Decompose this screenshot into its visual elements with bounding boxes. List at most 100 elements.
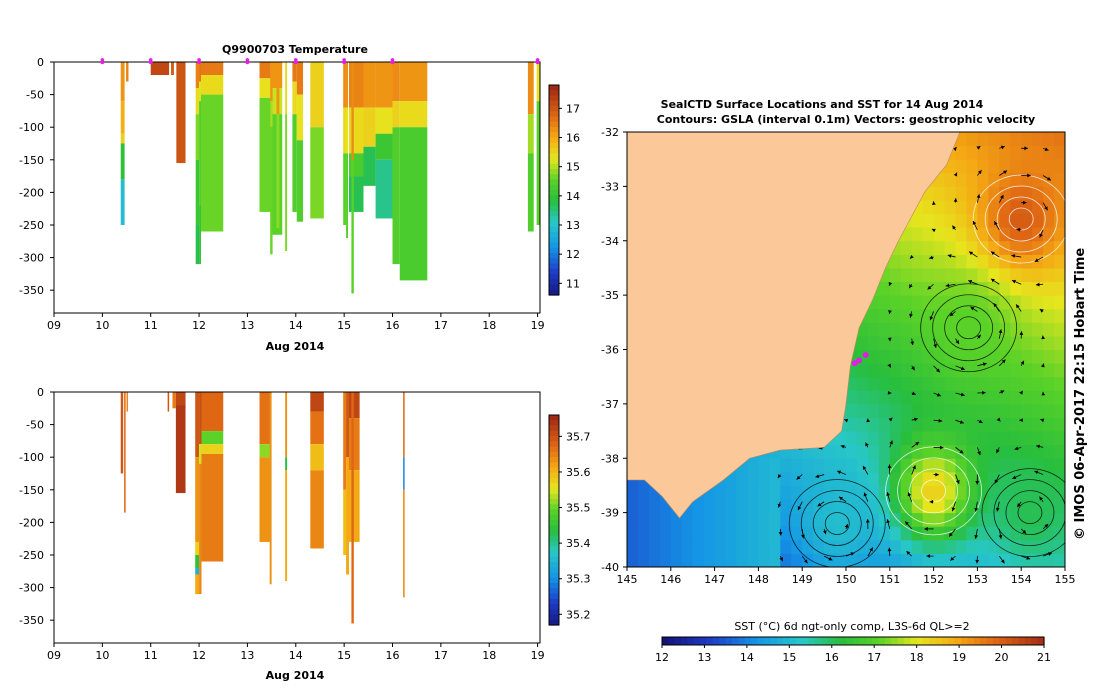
colorbar-step xyxy=(549,211,559,217)
velocity-arrowhead xyxy=(862,465,867,470)
sst-cell xyxy=(878,363,891,378)
velocity-arrowhead xyxy=(912,465,916,470)
profile-21-layer-1 xyxy=(392,101,400,128)
sst-cell xyxy=(988,132,1000,147)
velocity-arrowhead xyxy=(778,531,783,536)
colorbar-step xyxy=(549,415,559,421)
sst-cell xyxy=(791,512,803,527)
sst-cell xyxy=(1043,145,1055,160)
colorbar-tick-label: 35.5 xyxy=(566,502,591,515)
sst-cell xyxy=(889,512,902,527)
sst-cell xyxy=(922,553,935,567)
velocity-arrowhead xyxy=(909,254,914,259)
velocity-arrowhead xyxy=(889,440,893,445)
sst-cell xyxy=(1032,390,1044,405)
sst-cell xyxy=(714,499,727,514)
colorbar-tick-label: 17 xyxy=(566,102,580,115)
sst-cell xyxy=(878,281,891,296)
y-tick-label: -200 xyxy=(19,186,44,199)
sst-cell xyxy=(1010,390,1022,405)
profile-8-layer-2 xyxy=(201,444,224,454)
sst-cell xyxy=(791,444,803,459)
sst-cell xyxy=(1021,199,1033,215)
sst-cell xyxy=(922,444,935,459)
sst-cell xyxy=(758,526,770,541)
sst-cell xyxy=(1054,335,1065,350)
velocity-arrowhead xyxy=(990,251,995,256)
sst-cell xyxy=(1021,227,1033,242)
sst-cell xyxy=(692,539,705,554)
velocity-arrowhead xyxy=(990,278,995,283)
sst-cell xyxy=(944,499,956,514)
sst-cell xyxy=(999,308,1011,323)
sst-cell xyxy=(966,281,978,296)
colorbar-step xyxy=(549,153,559,160)
sst-cell xyxy=(867,431,880,446)
sst-cell xyxy=(999,240,1011,255)
sst-cell xyxy=(900,349,913,364)
profile-2-layer-0 xyxy=(126,392,129,412)
sst-cell xyxy=(988,159,1000,174)
sst-cell xyxy=(900,539,913,554)
velocity-arrowhead xyxy=(865,518,870,523)
velocity-arrowhead xyxy=(996,449,1000,454)
sst-cell xyxy=(758,499,770,514)
sst-colorbar-step xyxy=(993,637,1001,645)
colorbar-step xyxy=(549,289,559,296)
velocity-arrowhead xyxy=(977,451,981,456)
sst-cell xyxy=(1054,349,1065,364)
velocity-arrowhead xyxy=(974,534,979,539)
sst-cell xyxy=(966,335,978,350)
sst-cell xyxy=(900,417,913,432)
sst-cell xyxy=(867,458,880,473)
sst-cell xyxy=(1010,539,1022,554)
sst-cell xyxy=(1021,526,1033,541)
sst-cell xyxy=(1054,485,1065,500)
sst-cell xyxy=(1021,213,1033,228)
colorbar-tick-label: 16 xyxy=(566,132,580,145)
sst-cell xyxy=(780,485,792,500)
sst-cell xyxy=(1043,444,1055,459)
sst-cell xyxy=(1032,322,1044,337)
colorbar-tick-label: 13 xyxy=(566,219,580,232)
velocity-arrowhead xyxy=(1019,390,1023,395)
velocity-arrowhead xyxy=(1041,391,1046,396)
sst-cell xyxy=(703,526,716,541)
sst-cell xyxy=(878,539,891,554)
sst-cell xyxy=(977,240,989,255)
sst-cell xyxy=(627,512,639,527)
sst-cell xyxy=(900,295,913,310)
sst-cell xyxy=(922,363,935,378)
velocity-arrowhead xyxy=(844,523,849,528)
sst-cell xyxy=(955,390,967,405)
profile-7-layer-1 xyxy=(201,75,224,95)
sst-cell xyxy=(944,186,956,201)
sst-cell xyxy=(878,322,891,337)
sst-cell xyxy=(747,526,759,541)
sst-cell xyxy=(988,471,1000,486)
sst-cell xyxy=(846,431,858,446)
sst-cell xyxy=(846,526,858,541)
sst-cell xyxy=(999,199,1011,215)
sst-cell xyxy=(944,159,956,174)
sst-cell xyxy=(911,553,924,567)
velocity-arrowhead xyxy=(888,281,893,286)
sst-cell xyxy=(966,553,978,567)
sst-cell xyxy=(681,553,694,567)
sst-cell xyxy=(1054,213,1065,228)
colorbar-step xyxy=(549,598,559,605)
sst-cell xyxy=(999,172,1011,187)
profile-5-layer-4 xyxy=(195,224,200,265)
sst-cell xyxy=(922,526,935,541)
lat-tick-label: -32 xyxy=(601,126,619,139)
sst-cell xyxy=(955,322,967,337)
colorbar-step xyxy=(549,111,559,118)
sst-cell xyxy=(637,499,650,514)
sst-cell xyxy=(824,458,836,473)
sst-cell xyxy=(747,553,759,567)
colorbar-step xyxy=(549,169,559,175)
sst-colorbar-step xyxy=(738,637,746,645)
sst-cell xyxy=(1032,295,1044,310)
sst-cell xyxy=(955,159,967,174)
sst-cell xyxy=(747,512,759,527)
